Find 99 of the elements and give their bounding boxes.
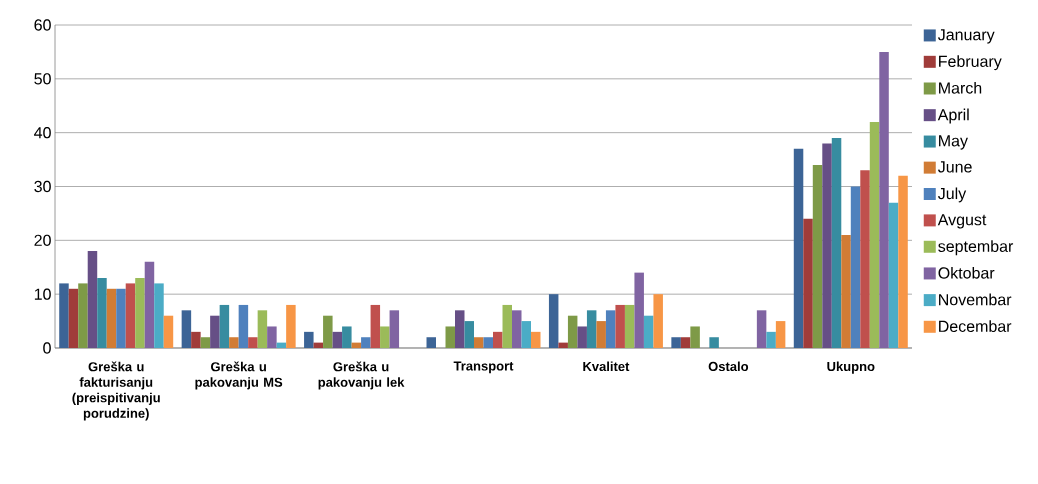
bar	[671, 337, 681, 348]
bar	[125, 283, 136, 348]
bar	[87, 251, 98, 348]
bar	[850, 186, 861, 348]
x-tick-label: Kvalitet	[583, 361, 630, 372]
bar	[200, 337, 211, 348]
bar	[643, 315, 654, 348]
legend-label: Avgust	[937, 214, 987, 229]
bar	[812, 164, 823, 348]
bar	[68, 288, 79, 348]
legend-label: February	[939, 55, 1002, 71]
bar	[493, 331, 503, 348]
bar	[690, 326, 700, 348]
legend-label: June	[938, 161, 972, 173]
bar	[191, 331, 201, 348]
x-tick-label: Transport	[453, 361, 514, 374]
bar	[831, 138, 842, 348]
y-tick-label: 40	[34, 127, 51, 139]
y-tick-label: 60	[34, 19, 51, 31]
bar	[483, 337, 493, 348]
bar	[323, 315, 333, 348]
legend-label: May	[939, 135, 968, 150]
bar	[624, 304, 635, 348]
bar	[615, 304, 625, 348]
bar	[370, 304, 381, 348]
bar	[531, 331, 541, 348]
bar	[181, 310, 192, 348]
legend-label: March	[939, 81, 982, 94]
x-tick-label: Greška u pakovanju lek	[318, 361, 405, 390]
bar	[596, 321, 606, 348]
bar	[888, 202, 899, 348]
bar	[116, 288, 126, 348]
bar	[680, 337, 691, 348]
bar	[841, 234, 851, 348]
bar	[210, 315, 220, 348]
bar	[521, 321, 531, 348]
bar	[793, 148, 804, 348]
bar	[135, 278, 145, 348]
x-tick-label: Ostalo	[708, 361, 749, 372]
bar	[567, 315, 578, 348]
legend-label: Decembar	[939, 320, 1012, 332]
bar	[332, 331, 343, 348]
bar	[709, 337, 719, 348]
bar	[548, 294, 559, 348]
bar	[238, 304, 249, 348]
bar	[445, 326, 455, 348]
legend-label: January	[938, 29, 995, 44]
bar	[426, 337, 436, 348]
bar	[653, 294, 663, 348]
bar	[766, 331, 776, 348]
y-tick-label: 10	[34, 288, 51, 300]
bar	[144, 261, 155, 348]
bar	[455, 310, 465, 348]
y-tick-label: 50	[34, 73, 51, 85]
x-tick-label: Greška u fakturisanju (preispitivanju porudzine)	[72, 361, 160, 421]
legend-label: septembar	[938, 240, 1014, 256]
y-tick-label: 0	[43, 342, 51, 354]
bar	[389, 310, 400, 348]
legend-label: Novembar	[939, 293, 1012, 306]
bar	[756, 310, 767, 348]
bar	[605, 310, 616, 348]
x-tick-label: Ukupno	[827, 361, 875, 374]
bar	[361, 337, 371, 348]
y-tick-label: 30	[34, 180, 51, 193]
bar	[304, 331, 314, 348]
bar	[154, 283, 164, 348]
bar	[860, 170, 870, 348]
bar	[803, 218, 813, 348]
bar	[879, 51, 889, 348]
bar	[163, 315, 174, 348]
bar	[106, 288, 117, 348]
bar	[59, 283, 69, 348]
bar	[267, 326, 277, 348]
bar	[380, 326, 390, 348]
bar	[577, 326, 587, 348]
bar	[464, 321, 474, 348]
bar	[286, 304, 296, 348]
bar	[586, 310, 597, 348]
bar	[869, 121, 880, 348]
legend-label: April	[937, 108, 969, 124]
bar	[775, 321, 786, 348]
bar	[634, 272, 644, 348]
y-tick-label: 20	[34, 234, 51, 246]
bar	[78, 283, 88, 348]
bar	[474, 337, 484, 348]
bar	[822, 143, 832, 348]
bar	[558, 342, 568, 348]
bar	[342, 326, 352, 348]
bar	[229, 337, 239, 348]
bar	[97, 278, 107, 348]
bar	[502, 304, 512, 348]
bar	[248, 337, 258, 348]
bar	[257, 310, 268, 348]
legend-label: Oktobar	[938, 266, 995, 279]
bar	[219, 304, 230, 348]
x-tick-label: Greška u pakovanju MS	[195, 361, 283, 390]
bar	[512, 310, 522, 348]
legend-label: July	[938, 187, 967, 203]
bar	[898, 175, 908, 348]
